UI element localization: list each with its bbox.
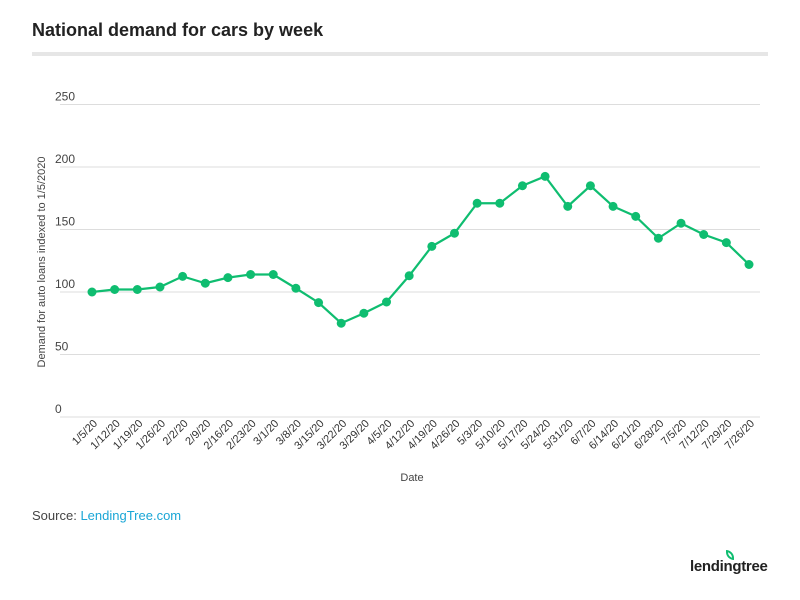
chart-title: National demand for cars by week xyxy=(32,20,324,40)
data-point xyxy=(608,201,618,211)
data-point xyxy=(585,181,595,191)
data-point xyxy=(744,260,754,269)
data-point xyxy=(155,282,165,292)
source-label: Source: xyxy=(32,508,77,523)
x-axis-label: Date xyxy=(400,472,423,484)
data-point xyxy=(223,273,233,283)
line-chart: 0 50 100 150 200 250 Demand for auto loans in… xyxy=(36,90,760,484)
data-point xyxy=(314,298,324,308)
data-point xyxy=(200,278,210,288)
data-point xyxy=(517,181,527,191)
source-note: Source: LendingTree.com xyxy=(32,508,181,523)
data-point xyxy=(631,211,641,221)
data-point xyxy=(540,171,550,181)
data-point xyxy=(563,201,573,211)
source-link[interactable]: LendingTree.com xyxy=(80,508,182,523)
data-point xyxy=(404,271,414,281)
data-point xyxy=(653,233,663,243)
data-point xyxy=(268,270,278,279)
y-tick-label: 200 xyxy=(55,152,75,166)
lendingtree-logo: lendingtree xyxy=(690,550,768,575)
data-point xyxy=(449,228,459,238)
y-axis-label: Demand for auto loans indexed to 1/5/202… xyxy=(36,157,48,368)
data-point xyxy=(291,283,301,293)
y-tick-label: 0 xyxy=(55,402,62,416)
data-point xyxy=(676,218,686,228)
data-point xyxy=(336,318,346,328)
data-point xyxy=(246,270,256,279)
data-point xyxy=(359,308,369,318)
data-point xyxy=(699,230,709,239)
data-point xyxy=(382,297,392,307)
series-line xyxy=(91,175,750,325)
data-point xyxy=(132,285,142,294)
y-tick-label: 50 xyxy=(55,340,69,354)
y-tick-label: 100 xyxy=(55,277,75,291)
y-tick-label: 150 xyxy=(55,215,75,229)
data-point xyxy=(721,238,731,248)
data-point xyxy=(495,198,505,208)
data-point xyxy=(178,271,188,281)
data-point xyxy=(427,241,437,251)
data-point xyxy=(87,287,97,297)
leaf-icon xyxy=(726,550,734,560)
logo-text: lendingtree xyxy=(690,558,768,575)
data-point xyxy=(472,198,482,208)
data-point xyxy=(110,285,120,294)
y-tick-label: 250 xyxy=(55,90,75,104)
title-divider xyxy=(32,52,768,56)
